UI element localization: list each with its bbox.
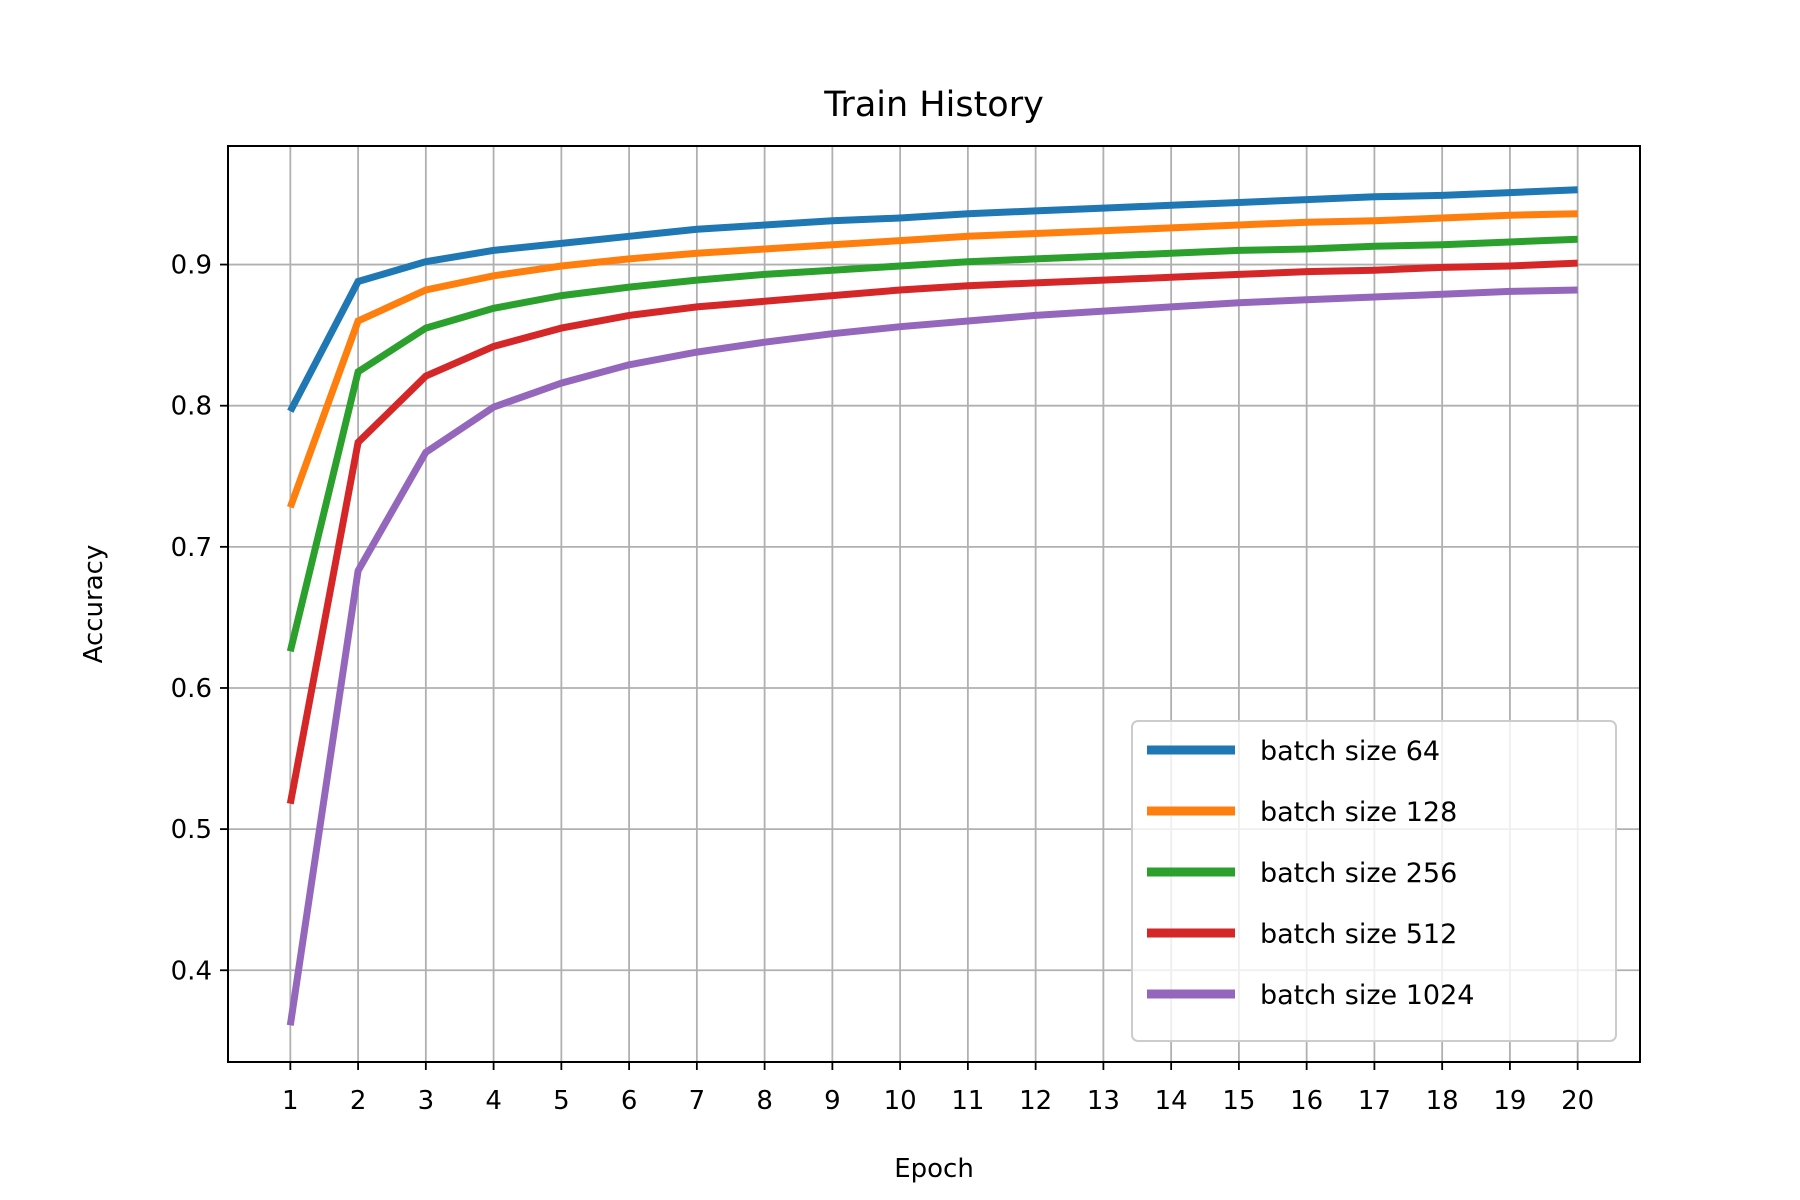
x-tick-label: 3	[418, 1086, 435, 1116]
x-tick-label: 14	[1155, 1086, 1188, 1116]
x-tick-label: 16	[1290, 1086, 1323, 1116]
x-tick-label: 12	[1019, 1086, 1052, 1116]
y-axis-ticks: 0.4 0.5 0.6 0.7 0.8 0.9	[171, 251, 228, 986]
x-tick-label: 19	[1493, 1086, 1526, 1116]
x-tick-label: 9	[824, 1086, 841, 1116]
legend-box	[1131, 720, 1617, 1042]
y-tick-label: 0.9	[171, 251, 212, 281]
y-tick-label: 0.5	[171, 815, 212, 845]
series-line-2	[286, 235, 1578, 653]
y-tick-label: 0.4	[171, 956, 212, 986]
series-line-0	[287, 186, 1578, 413]
series-lines	[286, 186, 1578, 1026]
x-tick-label: 1	[282, 1086, 299, 1116]
x-tick-label: 17	[1358, 1086, 1391, 1116]
x-tick-label: 11	[951, 1086, 984, 1116]
y-tick-label: 0.7	[171, 533, 212, 563]
x-tick-label: 10	[884, 1086, 917, 1116]
legend-label: batch size 512	[1260, 919, 1457, 950]
legend-label: batch size 128	[1260, 797, 1457, 828]
x-tick-label: 18	[1426, 1086, 1459, 1116]
x-axis-label: Epoch	[894, 1154, 974, 1184]
x-tick-label: 13	[1087, 1086, 1120, 1116]
plot-frame	[227, 145, 1641, 1063]
x-tick-label: 6	[621, 1086, 638, 1116]
legend-label: batch size 256	[1260, 858, 1457, 889]
legend: batch size 64 batch size 128 batch size 25…	[1131, 720, 1617, 1042]
x-tick-label: 4	[485, 1086, 502, 1116]
series-line-4	[286, 286, 1578, 1026]
x-axis-ticks: 1 2 3 4 5 6 7 8 9 10 11 12 13 14 15 16 17 18 19 20	[282, 1062, 1594, 1116]
chart-title: Train History	[823, 85, 1044, 125]
x-tick-label: 8	[756, 1086, 773, 1116]
series-line-1	[287, 210, 1578, 509]
legend-label: batch size 1024	[1260, 980, 1474, 1011]
series-line-3	[286, 259, 1578, 805]
y-tick-label: 0.6	[171, 674, 212, 704]
y-axis-label: Accuracy	[79, 545, 109, 664]
y-tick-label: 0.8	[171, 392, 212, 422]
legend-label: batch size 64	[1260, 736, 1440, 767]
x-tick-label: 15	[1222, 1086, 1255, 1116]
x-tick-label: 2	[350, 1086, 367, 1116]
x-tick-label: 5	[553, 1086, 570, 1116]
x-tick-label: 20	[1561, 1086, 1594, 1116]
x-tick-label: 7	[689, 1086, 706, 1116]
